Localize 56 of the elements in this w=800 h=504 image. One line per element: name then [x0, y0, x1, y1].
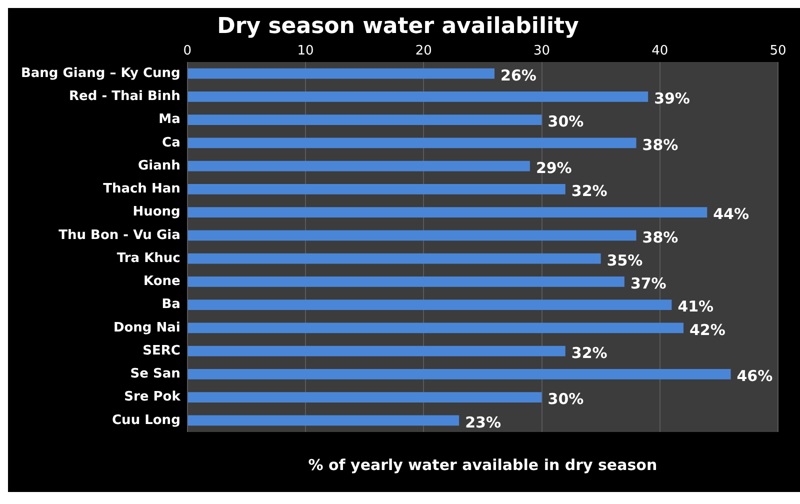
- x-tick-label: 10: [297, 44, 314, 59]
- y-tick-label: Huong: [132, 204, 180, 220]
- bar: [188, 322, 684, 334]
- y-tick-label: Kone: [144, 274, 181, 290]
- data-label: 44%: [713, 205, 750, 224]
- x-tick-label: 30: [533, 44, 550, 59]
- x-tick-label: 50: [770, 44, 786, 59]
- data-label: 46%: [736, 367, 773, 386]
- y-tick-label: Red - Thai Binh: [69, 89, 180, 104]
- bar: [188, 230, 636, 241]
- bar: [188, 276, 624, 287]
- bar: [188, 91, 648, 102]
- y-tick-label: Thach Han: [103, 182, 180, 197]
- y-tick-label: Gianh: [138, 158, 180, 174]
- y-tick-label: Ba: [162, 297, 180, 312]
- bar: [188, 392, 542, 403]
- data-label: 32%: [571, 182, 608, 200]
- bar: [188, 415, 460, 426]
- y-tick-label: Cuu Long: [112, 412, 180, 428]
- data-label: 30%: [548, 112, 584, 131]
- data-label: 37%: [630, 274, 666, 293]
- y-tick-label: Bang Giang – Ky Cung: [20, 66, 180, 81]
- x-tick-label: 40: [652, 44, 668, 59]
- bar: [188, 160, 530, 172]
- y-tick-label: Thu Bon - Vu Gia: [58, 228, 180, 243]
- data-label: 32%: [571, 344, 608, 362]
- bar: [188, 346, 566, 356]
- x-tick-label: 20: [415, 44, 432, 59]
- data-label: 42%: [690, 320, 726, 339]
- y-tick-label: Ma: [158, 112, 180, 128]
- data-label: 38%: [642, 228, 678, 246]
- data-label: 35%: [606, 251, 643, 270]
- data-label: 26%: [500, 66, 536, 84]
- data-label: 39%: [654, 90, 690, 108]
- chart-title: Dry season water availability: [217, 14, 579, 39]
- bar: [188, 114, 542, 126]
- bar: [188, 253, 601, 264]
- bar: [188, 368, 731, 380]
- bar: [188, 184, 566, 194]
- y-tick-label: Ca: [162, 135, 180, 150]
- y-tick-label: Sre Pok: [124, 390, 181, 405]
- y-tick-label: Se San: [130, 366, 180, 382]
- data-label: 29%: [536, 158, 572, 177]
- y-tick-label: Tra Khuc: [116, 250, 180, 266]
- y-tick-label: SERC: [142, 343, 180, 358]
- bar: [188, 68, 494, 79]
- x-tick-label: 0: [183, 44, 192, 59]
- data-label: 23%: [465, 413, 501, 432]
- bar: [188, 138, 636, 148]
- bar: [188, 207, 708, 218]
- data-label: 30%: [548, 390, 584, 408]
- data-label: 38%: [642, 136, 678, 154]
- y-tick-label: Dong Nai: [113, 320, 180, 336]
- data-label: 41%: [678, 298, 714, 316]
- x-axis-title: % of yearly water available in dry season: [308, 456, 658, 474]
- bar: [188, 300, 672, 310]
